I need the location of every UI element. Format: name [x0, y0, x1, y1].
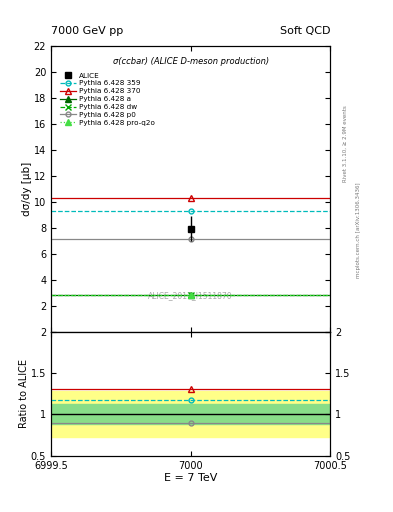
- Text: 7000 GeV pp: 7000 GeV pp: [51, 26, 123, 36]
- Y-axis label: dσ/dy [μb]: dσ/dy [μb]: [22, 162, 32, 216]
- Text: ALICE_2017_I1511870: ALICE_2017_I1511870: [148, 291, 233, 300]
- Text: Rivet 3.1.10, ≥ 2.9M events: Rivet 3.1.10, ≥ 2.9M events: [343, 105, 348, 182]
- Legend: ALICE, Pythia 6.428 359, Pythia 6.428 370, Pythia 6.428 a, Pythia 6.428 dw, Pyth: ALICE, Pythia 6.428 359, Pythia 6.428 37…: [57, 70, 158, 129]
- Y-axis label: Ratio to ALICE: Ratio to ALICE: [20, 359, 29, 428]
- Text: mcplots.cern.ch [arXiv:1306.3436]: mcplots.cern.ch [arXiv:1306.3436]: [356, 183, 361, 278]
- Bar: [51, 391, 330, 437]
- Text: Soft QCD: Soft QCD: [280, 26, 330, 36]
- X-axis label: E = 7 TeV: E = 7 TeV: [164, 473, 217, 483]
- Text: σ(ccbar) (ALICE D-meson production): σ(ccbar) (ALICE D-meson production): [112, 57, 269, 67]
- Bar: [51, 404, 330, 424]
